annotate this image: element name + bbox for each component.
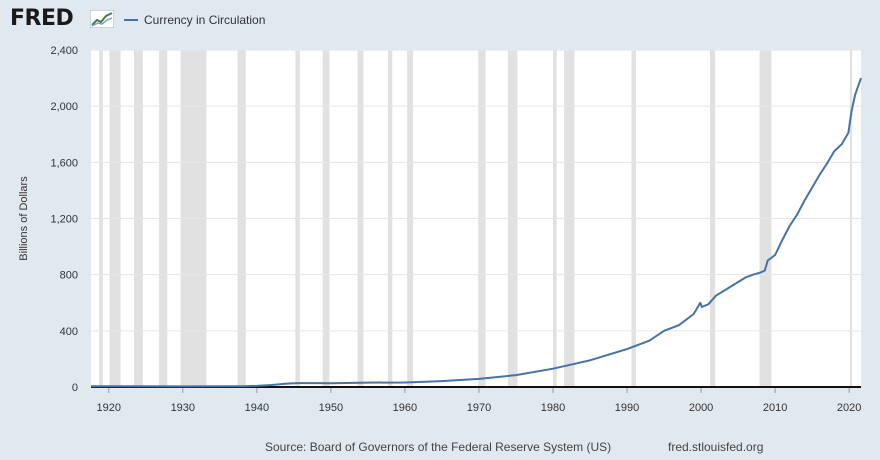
legend-line-swatch	[124, 19, 138, 21]
x-tick-label: 1950	[319, 402, 343, 414]
x-tick-label: 1980	[541, 402, 565, 414]
y-tick-label: 2,000	[50, 101, 78, 113]
y-tick-label: 800	[60, 270, 78, 282]
fred-logo-graph-icon	[90, 10, 114, 28]
x-tick-label: 2000	[689, 402, 713, 414]
y-tick-label: 1,600	[50, 157, 78, 169]
y-tick-label: 400	[60, 326, 78, 338]
legend-series-label: Currency in Circulation	[144, 13, 266, 27]
x-tick-label: 1990	[615, 402, 639, 414]
x-tick-label: 1940	[245, 402, 269, 414]
chart-legend[interactable]: Currency in Circulation	[124, 10, 265, 30]
y-tick-label: 2,400	[50, 45, 78, 57]
x-tick-label: 1960	[393, 402, 417, 414]
fred-logo[interactable]: FRED	[10, 6, 74, 31]
series-line	[91, 77, 862, 388]
x-tick-label: 2010	[763, 402, 787, 414]
source-note: Source: Board of Governors of the Federa…	[265, 440, 612, 454]
x-tick-label: 1930	[171, 402, 195, 414]
chart-header: FRED Currency in Circulation	[0, 0, 880, 40]
x-tick-label: 1970	[467, 402, 491, 414]
x-tick-label: 2020	[837, 402, 861, 414]
y-tick-label: 1,200	[50, 214, 78, 226]
y-tick-label: 0	[72, 382, 78, 394]
site-url-link[interactable]: fred.stlouisfed.org	[668, 440, 764, 454]
x-tick-label: 1920	[97, 402, 121, 414]
y-axis-label: Billions of Dollars	[18, 176, 30, 261]
